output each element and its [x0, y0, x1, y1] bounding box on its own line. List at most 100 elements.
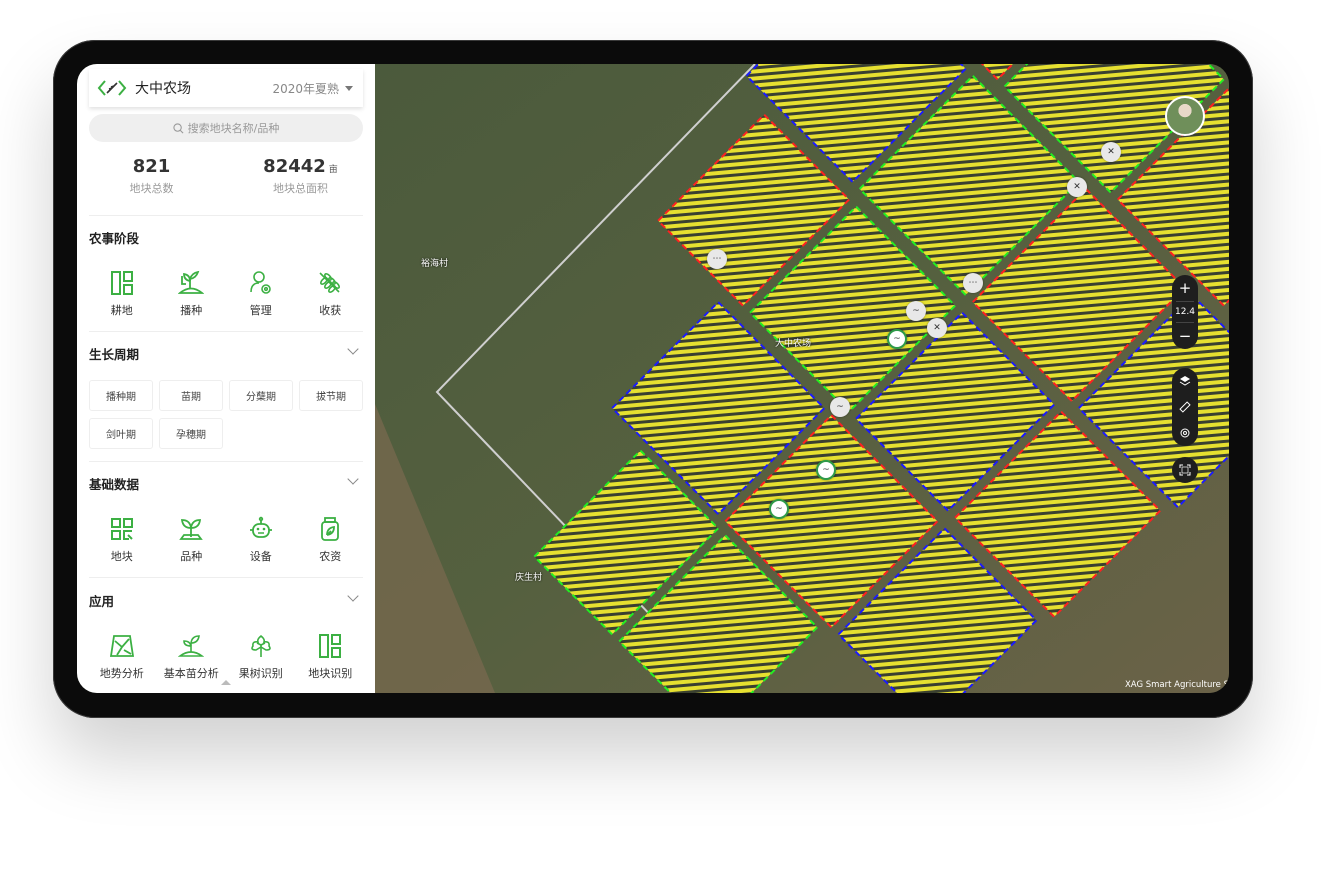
gear-icon — [1180, 428, 1190, 438]
applications-row: 地势分析 基本苗分析 果树识别 地块识别 — [87, 633, 365, 681]
total-area: 82442 — [263, 156, 326, 177]
app-plot-recognition[interactable]: 地块识别 — [296, 633, 366, 681]
tractor-marker[interactable]: ⋯ — [707, 249, 727, 269]
scroll-up-arrow-icon[interactable] — [221, 680, 231, 685]
zoom-control: + 12.4 − — [1172, 275, 1198, 349]
app-terrain-analysis[interactable]: 地势分析 — [87, 633, 157, 681]
plot-count: 821 — [132, 156, 171, 177]
stage-sowing[interactable]: 播种 — [157, 270, 227, 318]
parcel — [723, 413, 939, 629]
basic-label: 地块 — [110, 550, 133, 563]
chip-sowing-period[interactable]: 播种期 — [89, 380, 153, 411]
zoom-level: 12.4 — [1175, 301, 1195, 323]
farm-selector[interactable]: 大中农场 2020年夏熟 — [89, 69, 363, 107]
parcel — [745, 64, 968, 184]
map-canvas[interactable] — [375, 64, 1229, 693]
robot-icon — [249, 516, 272, 538]
chip-tillering-period[interactable]: 分蘖期 — [229, 380, 293, 411]
app-label: 基本苗分析 — [163, 667, 219, 680]
tractor-marker[interactable]: ⋯ — [963, 273, 983, 293]
layers-icon — [1179, 376, 1191, 386]
app-fruit-tree-recognition[interactable]: 果树识别 — [226, 633, 296, 681]
map-attribution: XAG Smart Agriculture S — [1124, 680, 1229, 690]
sprout-icon — [178, 635, 205, 657]
parcel — [854, 311, 1056, 513]
basic-label: 农资 — [319, 550, 342, 563]
parcel — [971, 187, 1187, 403]
stage-tillage[interactable]: 耕地 — [87, 270, 157, 318]
wheat-icon — [319, 272, 341, 293]
active-device-marker[interactable]: ~ — [887, 329, 907, 349]
growth-cycle-chips: 播种期 苗期 分蘖期 拔节期 剑叶期 孕穗期 — [89, 380, 365, 449]
drone-marker-icon[interactable]: ✕ — [1101, 142, 1121, 162]
basic-variety[interactable]: 品种 — [157, 516, 227, 564]
stage-harvest[interactable]: 收获 — [296, 270, 366, 318]
chevron-down-icon[interactable] — [347, 590, 359, 602]
plot-icon — [110, 518, 133, 540]
plot-count-stat: 821 地块总数 — [77, 156, 226, 196]
parcel — [858, 74, 1081, 297]
total-area-stat: 82442 亩 地块总面积 — [226, 156, 375, 196]
divider — [89, 577, 363, 578]
app-label: 地势分析 — [99, 667, 144, 680]
basic-data-row: 地块 品种 设备 农资 — [87, 516, 365, 564]
field-grid-icon — [319, 634, 342, 658]
settings-button[interactable] — [1172, 420, 1198, 446]
chevron-down-icon[interactable] — [347, 473, 359, 485]
user-avatar[interactable] — [1165, 96, 1205, 136]
satellite-map[interactable]: 裕海村 大中农场 庆生村 ⋯ ✕ ✕ ✕ ⋯ ~ ~ ~ ~ ~ + 12.4 … — [375, 64, 1229, 693]
xag-logo-icon — [97, 80, 127, 96]
active-device-marker[interactable]: ~ — [816, 460, 836, 480]
field-grid-icon — [110, 271, 133, 295]
search-placeholder: 搜索地块名称/品种 — [187, 122, 280, 135]
basic-equipment[interactable]: 设备 — [226, 516, 296, 564]
basic-supplies[interactable]: 农资 — [296, 516, 366, 564]
jar-icon — [321, 517, 340, 541]
stage-label: 管理 — [249, 304, 272, 317]
drone-marker-icon[interactable]: ✕ — [927, 318, 947, 338]
search-input[interactable]: 搜索地块名称/品种 — [89, 114, 363, 142]
chip-flag-leaf-period[interactable]: 剑叶期 — [89, 418, 153, 449]
farm-name: 大中农场 — [135, 81, 191, 97]
chip-booting-period[interactable]: 孕穗期 — [159, 418, 223, 449]
screen: 大中农场 2020年夏熟 搜索地块名称/品种 821 地块总数 82442 亩 地… — [77, 64, 1229, 693]
layers-button[interactable] — [1172, 368, 1198, 394]
farming-stage-row: 耕地 播种 管理 收获 — [87, 270, 365, 318]
fit-view-button[interactable] — [1172, 457, 1198, 483]
app-seedling-analysis[interactable]: 基本苗分析 — [157, 633, 227, 681]
sowing-icon — [178, 270, 205, 294]
parcel — [617, 534, 819, 693]
chip-jointing-period[interactable]: 拔节期 — [299, 380, 363, 411]
stage-management[interactable]: 管理 — [226, 270, 296, 318]
plot-count-label: 地块总数 — [129, 182, 174, 195]
parcel — [837, 526, 1038, 693]
parcel — [610, 300, 826, 516]
parcel — [748, 205, 957, 414]
device-marker[interactable]: ~ — [906, 301, 926, 321]
measure-button[interactable] — [1172, 394, 1198, 420]
basic-label: 品种 — [180, 550, 203, 563]
drone-marker-icon[interactable]: ✕ — [1067, 177, 1087, 197]
parcel — [1003, 64, 1226, 194]
zoom-in-button[interactable]: + — [1178, 279, 1192, 297]
chip-seedling-period[interactable]: 苗期 — [159, 380, 223, 411]
map-tools — [1172, 368, 1198, 446]
zoom-out-button[interactable]: − — [1178, 327, 1192, 345]
device-marker[interactable]: ~ — [830, 397, 850, 417]
stage-label: 收获 — [319, 304, 342, 317]
section-title-farming-stage: 农事阶段 — [89, 231, 140, 246]
map-label-village: 裕海村 — [421, 259, 449, 269]
season-dropdown[interactable]: 2020年夏熟 — [272, 80, 353, 97]
fit-view-icon — [1179, 464, 1191, 476]
parcel — [656, 113, 851, 308]
basic-label: 设备 — [249, 550, 272, 563]
divider — [89, 331, 363, 332]
chevron-down-icon[interactable] — [347, 343, 359, 355]
basic-plot[interactable]: 地块 — [87, 516, 157, 564]
area-unit: 亩 — [328, 165, 338, 175]
app-label: 地块识别 — [308, 667, 353, 680]
divider — [89, 461, 363, 462]
section-title-growth-cycle: 生长周期 — [89, 347, 140, 362]
active-device-marker[interactable]: ~ — [769, 499, 789, 519]
farmland-area — [375, 404, 495, 693]
